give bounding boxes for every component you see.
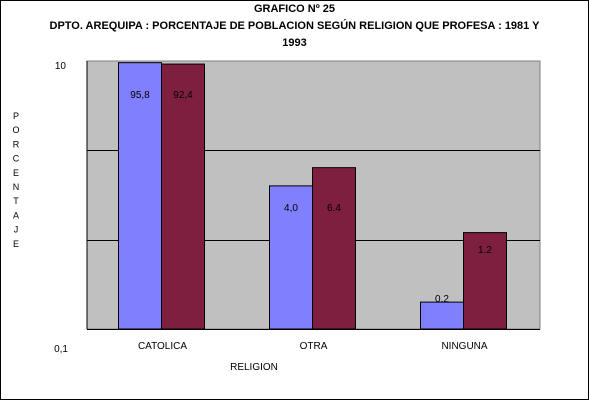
chart-title-line3: 1993: [282, 37, 307, 49]
data-label-catolica-1: 95,8: [130, 90, 150, 101]
chart-title-line2: DPTO. AREQUIPA : PORCENTAJE DE POBLACION…: [49, 20, 540, 32]
y-axis-label: PORCENTAJE: [12, 111, 19, 249]
bar-otra-2: [312, 167, 356, 330]
category-label-otra: OTRA: [300, 341, 328, 352]
chart-title-line1: GRAFICO Nº 25: [253, 3, 336, 15]
y-axis-label-letter: A: [13, 210, 19, 220]
y-axis-label-letter: E: [13, 168, 19, 178]
axes: [86, 61, 540, 330]
y-tick-label-top: 10: [55, 61, 67, 72]
y-axis-label-letter: J: [14, 225, 19, 235]
y-tick-label-bottom: 0,1: [54, 344, 68, 355]
y-axis-label-letter: P: [13, 111, 19, 121]
y-axis-label-letter: E: [13, 239, 19, 249]
y-axis-label-letter: O: [12, 125, 19, 135]
bar-otra-1: [269, 185, 313, 330]
bar-ninguna-2: [463, 232, 507, 330]
y-axis-label-letter: N: [13, 182, 20, 192]
y-axis-label-letter: R: [13, 139, 20, 149]
data-label-ninguna-1: 0.2: [435, 294, 449, 305]
bar-catolica-2: [161, 63, 205, 330]
bar-ninguna-1: [420, 301, 464, 330]
data-label-otra-2: 6.4: [327, 203, 341, 214]
data-labels: 95,8 92,4 4,0 6.4 0.2 1.2: [130, 90, 492, 305]
y-axis-label-letter: T: [13, 196, 19, 206]
data-label-otra-1: 4,0: [284, 203, 298, 214]
x-axis-label: RELIGION: [230, 362, 278, 373]
category-label-ninguna: NINGUNA: [441, 341, 487, 352]
y-axis-label-letter: C: [13, 154, 20, 164]
bars: [118, 62, 507, 330]
category-label-catolica: CATOLICA: [138, 341, 187, 352]
bar-catolica-1: [118, 62, 162, 330]
data-label-catolica-2: 92,4: [173, 90, 193, 101]
data-label-ninguna-2: 1.2: [478, 245, 492, 256]
category-labels: CATOLICA OTRA NINGUNA: [138, 341, 488, 352]
